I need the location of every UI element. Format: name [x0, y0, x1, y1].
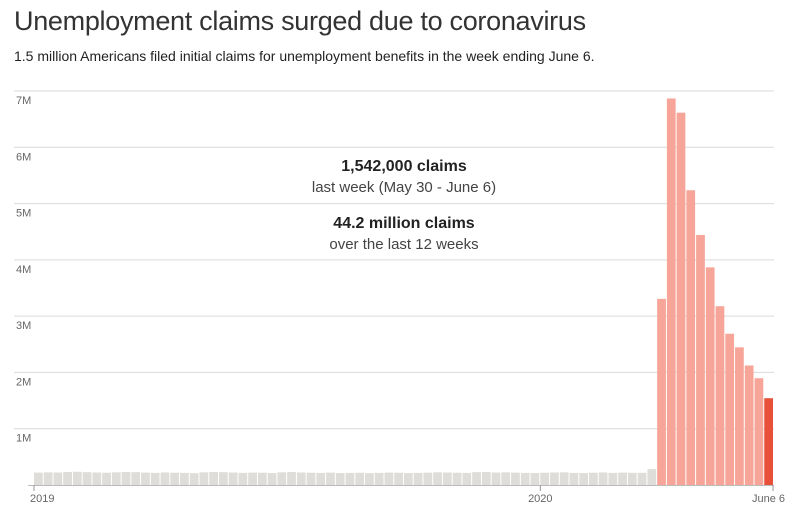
bar: [579, 473, 588, 485]
bar: [63, 472, 72, 485]
bar: [705, 267, 715, 485]
bar: [559, 472, 569, 485]
bar: [725, 333, 735, 485]
bar: [569, 472, 579, 485]
annotation-last-week: 1,542,000 claims last week (May 30 - Jun…: [312, 158, 496, 196]
bar: [735, 347, 744, 485]
chart-title: Unemployment claims surged due to corona…: [14, 6, 586, 36]
grid-lines: 1M 2M 3M 4M 5M 6M 7M: [14, 90, 774, 445]
bar: [248, 472, 257, 485]
bar: [238, 472, 248, 485]
bar: [209, 472, 218, 485]
bar: [442, 472, 452, 485]
bar: [92, 472, 102, 485]
bar: [433, 472, 442, 485]
bar: [696, 234, 705, 485]
annotation-twelve-weeks-value: 44.2 million claims: [333, 215, 475, 232]
bar: [316, 472, 326, 485]
bar: [715, 306, 725, 485]
bar: [384, 472, 394, 485]
bar: [82, 472, 92, 485]
x-tick-label: 2020: [528, 493, 552, 505]
bar: [219, 472, 228, 485]
bar: [306, 472, 316, 485]
bar: [345, 472, 355, 485]
y-tick-label: 3M: [16, 320, 31, 332]
y-tick-label: 7M: [16, 95, 31, 107]
bar: [150, 472, 160, 485]
bar: [530, 473, 540, 485]
bar: [111, 472, 121, 485]
bar: [326, 472, 335, 485]
annotation-last-week-value: 1,542,000 claims: [341, 158, 467, 175]
bar: [598, 472, 608, 485]
bar: [550, 472, 559, 485]
bar: [228, 472, 238, 485]
bar: [666, 98, 676, 486]
bar: [287, 472, 296, 485]
bar: [686, 190, 696, 486]
y-tick-label: 1M: [16, 433, 31, 445]
y-tick-label: 6M: [16, 151, 31, 163]
x-tick-label: June 6: [752, 493, 785, 505]
bar: [355, 472, 365, 485]
bar: [744, 365, 754, 485]
bar: [511, 472, 520, 485]
bar: [43, 472, 53, 485]
bar: [374, 472, 384, 485]
bar: [472, 472, 481, 485]
bar: [365, 473, 374, 485]
bar: [676, 112, 686, 486]
bar: [423, 472, 433, 485]
annotation-last-week-label: last week (May 30 - June 6): [312, 179, 496, 196]
bar: [481, 472, 491, 485]
bar: [199, 472, 209, 485]
bar: [180, 472, 189, 485]
annotation-twelve-weeks: 44.2 million claims over the last 12 wee…: [329, 215, 478, 253]
bar: [491, 472, 501, 485]
bar: [121, 471, 131, 485]
y-tick-label: 5M: [16, 208, 31, 220]
bar: [131, 472, 141, 485]
bar: [540, 472, 550, 485]
x-tick-label: 2019: [30, 493, 54, 505]
bar: [277, 472, 287, 485]
annotation-twelve-weeks-label: over the last 12 weeks: [329, 236, 478, 253]
y-tick-label: 2M: [16, 376, 31, 388]
bar: [189, 473, 199, 485]
bar: [72, 471, 82, 485]
bar: [754, 378, 764, 485]
bar: [647, 469, 657, 485]
bar: [501, 472, 511, 485]
bar: [267, 473, 277, 485]
bar: [53, 472, 63, 485]
bar: [257, 472, 267, 485]
bar: [141, 472, 150, 485]
bar: [160, 472, 170, 485]
bar: [102, 472, 111, 485]
bar: [462, 472, 472, 485]
bar: [657, 298, 666, 485]
bar: [627, 472, 637, 485]
bar: [413, 472, 423, 485]
bar: [404, 473, 413, 485]
bar: [637, 472, 647, 485]
bars: [34, 98, 773, 486]
bar: [170, 472, 180, 485]
bar: [296, 472, 306, 485]
y-tick-label: 4M: [16, 264, 31, 276]
bar: [520, 472, 530, 485]
bar: [452, 472, 462, 485]
chart-subtitle: 1.5 million Americans filed initial clai…: [14, 48, 595, 64]
bar: [608, 472, 618, 485]
bar: [34, 472, 43, 485]
bar: [394, 472, 403, 485]
bar: [335, 473, 345, 485]
bar: [589, 472, 598, 485]
bar: [764, 398, 773, 485]
bar: [618, 472, 627, 485]
x-axis: 2019 2020 June 6: [28, 485, 785, 505]
